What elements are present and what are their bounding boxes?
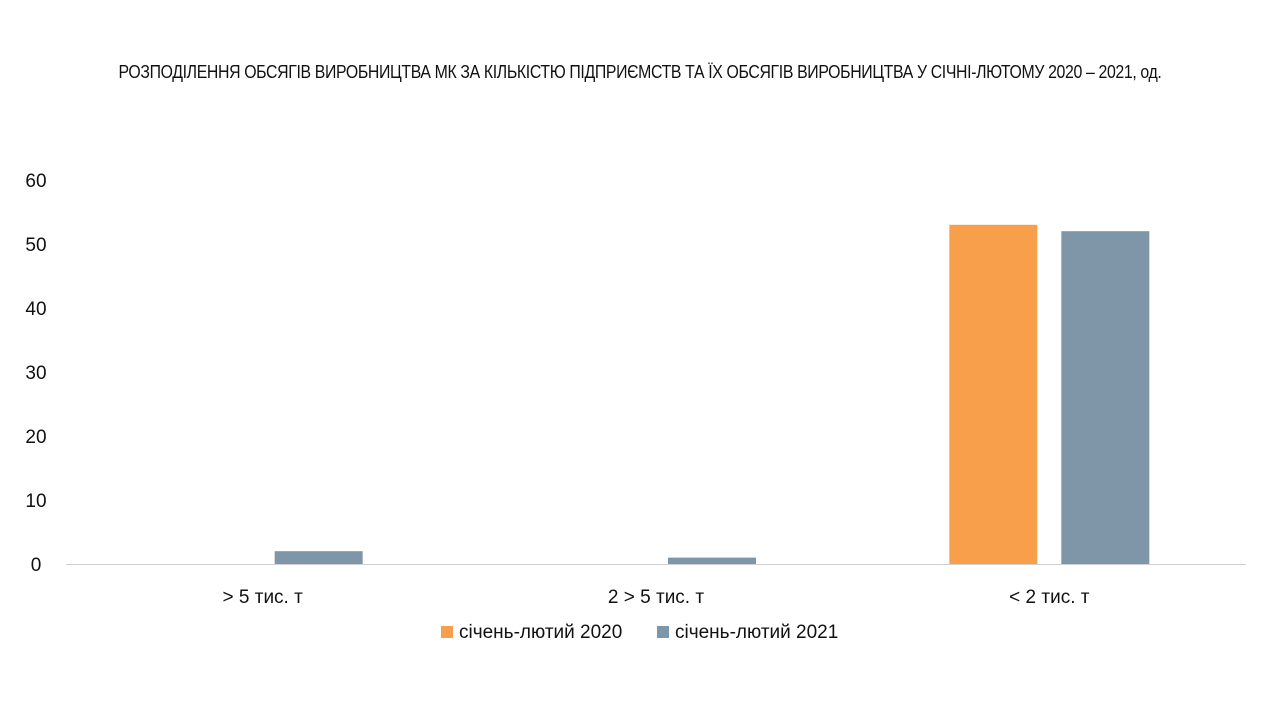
bar-series-2-cat-3 xyxy=(1061,231,1150,564)
y-tick-label: 10 xyxy=(25,491,46,512)
y-tick-label: 50 xyxy=(25,235,46,256)
y-tick-label: 60 xyxy=(25,171,46,192)
bar-series-2-cat-1 xyxy=(274,551,363,564)
bar-series-1-cat-3 xyxy=(949,224,1038,565)
x-axis: > 5 тис. т 2 > 5 тис. т < 2 тис. т xyxy=(223,587,1090,608)
y-tick-label: 0 xyxy=(31,555,42,576)
legend-swatch-2 xyxy=(657,626,669,638)
y-axis: 0 10 20 30 40 50 60 xyxy=(25,171,46,576)
y-tick-label: 30 xyxy=(25,363,46,384)
x-tick-label: 2 > 5 тис. т xyxy=(608,587,704,608)
legend-swatch-1 xyxy=(441,626,453,638)
legend: січень-лютий 2020 січень-лютий 2021 xyxy=(441,622,838,643)
y-tick-label: 20 xyxy=(25,427,46,448)
x-tick-label: < 2 тис. т xyxy=(1009,587,1090,608)
legend-label-2: січень-лютий 2021 xyxy=(675,622,838,643)
x-tick-label: > 5 тис. т xyxy=(223,587,304,608)
bars xyxy=(274,224,1150,565)
legend-label-1: січень-лютий 2020 xyxy=(459,622,622,643)
chart-title: РОЗПОДІЛЕННЯ ОБСЯГІВ ВИРОБНИЦТВА МК ЗА К… xyxy=(118,62,1162,82)
y-tick-label: 40 xyxy=(25,299,46,320)
bar-series-2-cat-2 xyxy=(668,557,756,564)
